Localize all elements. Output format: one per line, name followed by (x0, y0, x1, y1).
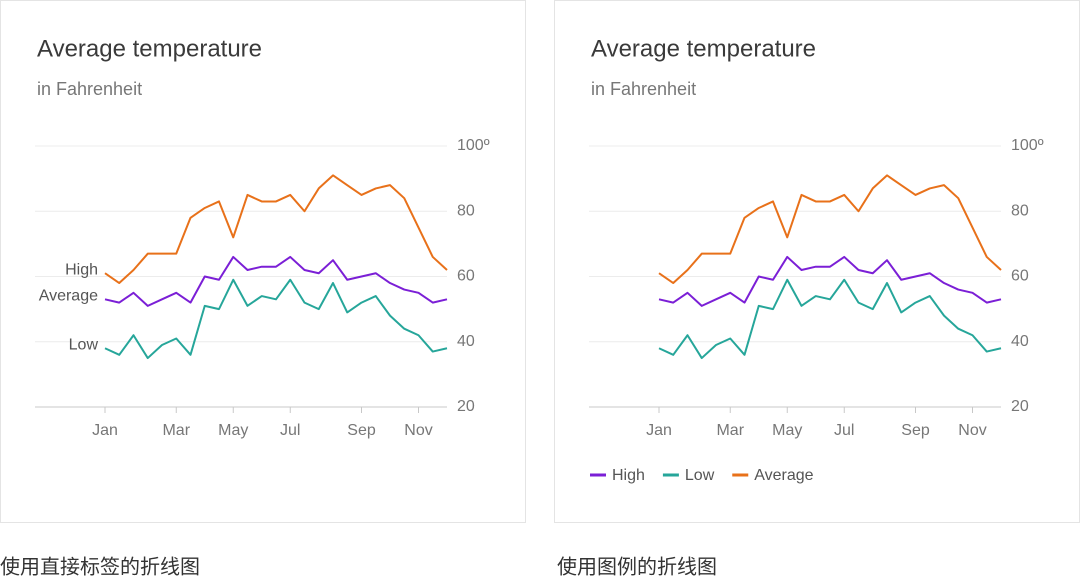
x-tick-label: Jul (834, 422, 854, 439)
x-tick-label: Jan (646, 422, 672, 439)
y-tick-label: 20 (1011, 398, 1029, 415)
direct-label: Average (39, 288, 98, 305)
line-series (104, 255, 448, 307)
direct-label: High (65, 261, 98, 278)
x-tick-label: Jul (280, 422, 300, 439)
x-tick-label: May (772, 422, 802, 439)
y-tick-label: 60 (457, 268, 475, 285)
y-tick-label: 100º (1011, 137, 1044, 154)
line-series (658, 278, 1002, 360)
chart-subtitle: in Fahrenheit (37, 79, 142, 99)
x-tick-label: Mar (162, 422, 190, 439)
legend-label: High (612, 467, 645, 484)
x-tick-label: May (218, 422, 248, 439)
direct-label: Low (69, 336, 99, 353)
y-tick-label: 80 (457, 202, 475, 219)
line-series (104, 278, 448, 360)
x-tick-label: Sep (347, 422, 376, 439)
chart-title: Average temperature (37, 35, 262, 62)
legend-label: Low (685, 467, 715, 484)
x-tick-label: Jan (92, 422, 118, 439)
caption: 使用图例的折线图 (557, 555, 717, 578)
x-tick-label: Nov (958, 422, 986, 439)
legend-label: Average (754, 467, 813, 484)
y-tick-label: 40 (1011, 333, 1029, 350)
x-tick-label: Mar (716, 422, 744, 439)
y-tick-label: 100º (457, 137, 490, 154)
x-tick-label: Nov (404, 422, 432, 439)
chart-title: Average temperature (591, 35, 816, 62)
line-series (658, 255, 1002, 307)
line-series (104, 174, 448, 285)
line-series (658, 174, 1002, 285)
y-tick-label: 80 (1011, 202, 1029, 219)
x-tick-label: Sep (901, 422, 930, 439)
y-tick-label: 20 (457, 398, 475, 415)
y-tick-label: 60 (1011, 268, 1029, 285)
y-tick-label: 40 (457, 333, 475, 350)
chart-subtitle: in Fahrenheit (591, 79, 696, 99)
caption: 使用直接标签的折线图 (0, 555, 200, 578)
